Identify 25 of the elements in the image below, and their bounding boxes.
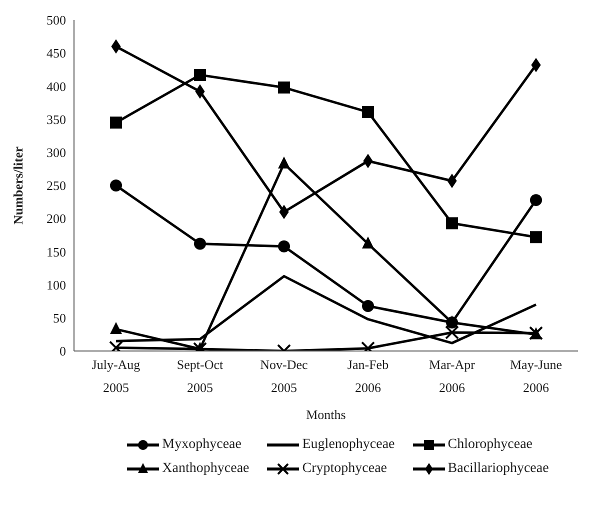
y-tick-label: 500 xyxy=(46,12,66,28)
x-tick-label: May-June 2006 xyxy=(510,357,562,395)
y-tick-label: 0 xyxy=(60,344,66,359)
x-axis-title: Months xyxy=(306,407,346,422)
y-tick-label: 150 xyxy=(46,244,66,260)
y-axis-title: Numbers/liter xyxy=(10,146,26,224)
y-tick-label: 200 xyxy=(46,211,66,226)
legend-label: Chlorophyceae xyxy=(448,437,533,453)
y-tick-label: 300 xyxy=(46,145,66,160)
y-tick-label: 450 xyxy=(46,46,66,61)
y-tick-label: 400 xyxy=(46,78,66,94)
x-tick-label: Jan-Feb 2006 xyxy=(347,357,389,395)
y-tick-label: 250 xyxy=(46,178,66,194)
x-tick-label: Sept-Oct 2005 xyxy=(176,357,224,395)
legend-label: Euglenophyceae xyxy=(302,437,395,453)
x-tick-label: Mar-Apr 2006 xyxy=(429,357,476,395)
legend-label: Cryptophyceae xyxy=(302,461,387,477)
x-tick-label: Nov-Dec 2005 xyxy=(260,357,308,395)
legend-label: Xanthophyceae xyxy=(162,461,250,477)
y-tick-label: 100 xyxy=(46,277,66,292)
y-tick-label: 50 xyxy=(53,310,66,326)
legend-label: Myxophyceae xyxy=(162,437,242,453)
y-tick-label: 350 xyxy=(46,112,66,127)
legend-label: Bacillariophyceae xyxy=(448,461,549,477)
x-tick-label: July-Aug 2005 xyxy=(92,357,141,395)
